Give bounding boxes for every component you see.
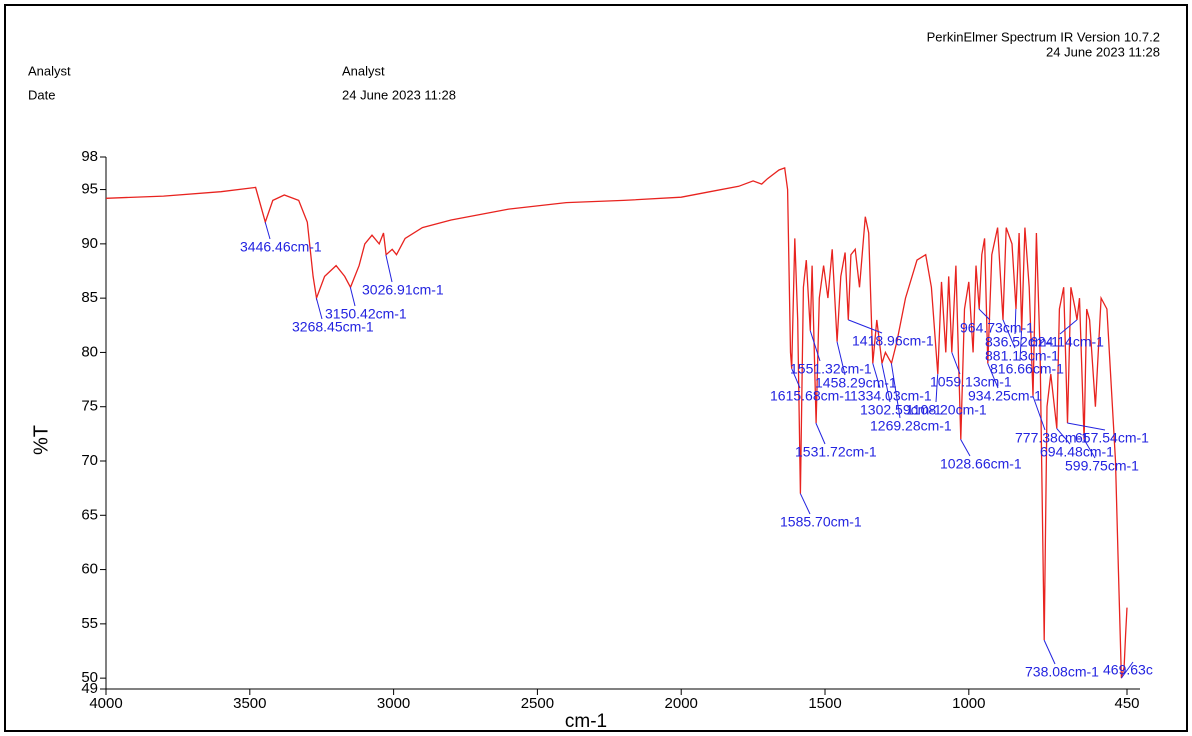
peak-leader [349, 287, 356, 307]
peak-leader [791, 368, 801, 389]
peak-label: 657.54cm-1 [1075, 430, 1149, 446]
peak-label: 836.52cm-1 [985, 334, 1059, 350]
peak-leader [1032, 395, 1046, 431]
peak-label: 694.48cm-1 [1040, 444, 1114, 460]
peak-leader [935, 374, 939, 403]
y-tick-label: 55 [81, 615, 98, 632]
peak-leader [1067, 422, 1106, 431]
peak-label: 738.08cm-1 [1025, 664, 1099, 680]
timestamp: 24 June 2023 11:28 [1046, 44, 1160, 59]
peak-label: 816.66cm-1 [990, 361, 1064, 377]
y-tick-label: 60 [81, 561, 98, 578]
x-tick-label: 3000 [377, 695, 410, 712]
peak-leader [1059, 319, 1078, 335]
y-tick-label: 49 [81, 680, 98, 697]
peak-leader [315, 298, 323, 320]
field-value: 24 June 2023 11:28 [342, 87, 456, 102]
y-tick-label: 95 [81, 181, 98, 198]
peak-label: 1269.28cm-1 [870, 418, 952, 434]
y-tick-label: 70 [81, 452, 98, 469]
peak-leader [385, 254, 393, 283]
field-value: Analyst [342, 63, 385, 78]
peak-label: 3150.42cm-1 [325, 306, 407, 322]
x-axis-label: cm-1 [565, 711, 607, 732]
peak-leader [1019, 330, 1023, 362]
peak-label: 1531.72cm-1 [795, 444, 877, 460]
peak-label: 3268.45cm-1 [292, 319, 374, 335]
x-tick-label: 2500 [521, 695, 554, 712]
peak-leader [1056, 428, 1071, 445]
peak-leader [1002, 319, 1016, 349]
field-label: Analyst [28, 63, 71, 78]
peak-label: 3026.91cm-1 [362, 282, 444, 298]
peak-label: 1585.70cm-1 [780, 514, 862, 530]
peak-label: 1551.32cm-1 [790, 361, 872, 377]
peak-label: 881.13cm-1 [985, 348, 1059, 364]
x-tick-label: 450 [1114, 695, 1139, 712]
peak-leader [264, 222, 271, 240]
y-tick-label: 90 [81, 235, 98, 252]
y-axis-label: %T [30, 425, 52, 455]
x-tick-label: 1000 [952, 695, 985, 712]
peak-label: 1334.03cm-1 [850, 388, 932, 404]
peak-label: 1028.66cm-1 [940, 456, 1022, 472]
peak-label: 1418.96cm-1 [852, 333, 934, 349]
peak-leader [815, 422, 826, 445]
peak-label: 934.25cm-1 [968, 388, 1042, 404]
y-tick-label: 80 [81, 343, 98, 360]
peak-leader [960, 439, 971, 457]
peak-leader [890, 363, 901, 419]
x-tick-label: 1500 [808, 695, 841, 712]
peak-leader [836, 341, 846, 376]
y-tick-label: 50 [81, 669, 98, 686]
peak-label: 1458.29cm-1 [815, 375, 897, 391]
y-tick-label: 98 [81, 148, 98, 165]
peak-leader [1083, 439, 1096, 459]
peak-label: 599.75cm-1 [1065, 458, 1139, 474]
field-label: Date [28, 87, 55, 102]
peak-leader [848, 319, 883, 334]
peak-leader [951, 352, 961, 375]
peak-label: 624.14cm-1 [1030, 334, 1104, 350]
peak-label: 1108.20cm-1 [906, 402, 987, 418]
peak-leader [1043, 639, 1056, 665]
peak-label: 777.38cm-1 [1015, 430, 1089, 446]
peak-leader [1014, 308, 1017, 335]
x-tick-label: 3500 [233, 695, 266, 712]
software: PerkinElmer Spectrum IR Version 10.7.2 [927, 29, 1160, 44]
peak-label: 1302.59cm-1 [860, 402, 942, 418]
x-tick-label: 2000 [665, 695, 698, 712]
y-tick-label: 85 [81, 289, 98, 306]
y-tick-label: 65 [81, 506, 98, 523]
peak-label: 1615.68cm-1 [770, 388, 852, 404]
peak-label: 1059.13cm-1 [930, 374, 1012, 390]
peak-leader [978, 308, 991, 321]
peak-leader [799, 493, 811, 515]
peak-leader [881, 363, 891, 403]
peak-label: 3446.46cm-1 [240, 239, 322, 255]
peak-leader [872, 363, 881, 389]
peak-leader [1120, 661, 1134, 679]
frame [4, 4, 1188, 732]
peak-leader [809, 330, 821, 362]
peak-label: 469.63c [1103, 662, 1153, 678]
peak-leader [987, 363, 999, 389]
y-tick-label: 75 [81, 398, 98, 415]
x-tick-label: 4000 [89, 695, 122, 712]
